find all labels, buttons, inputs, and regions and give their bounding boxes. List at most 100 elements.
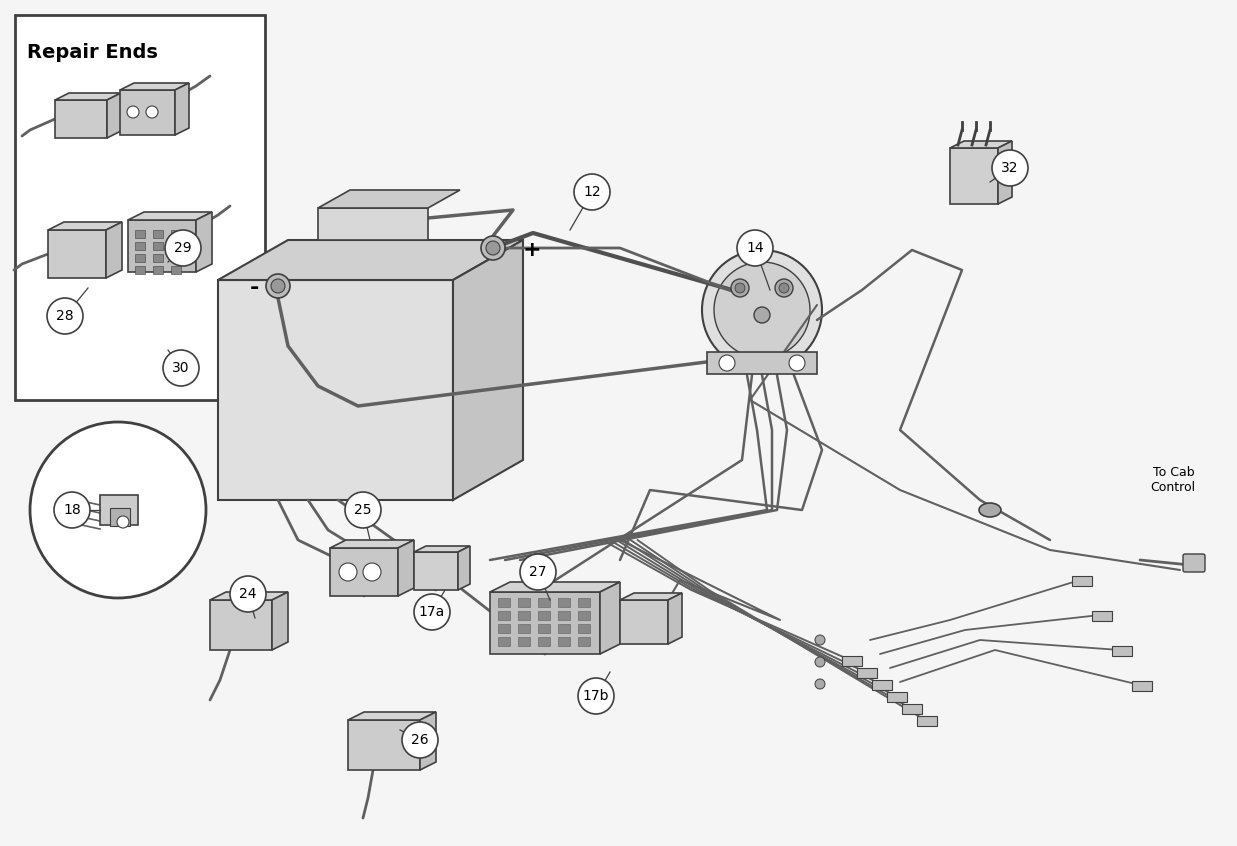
Polygon shape [54, 93, 121, 100]
Polygon shape [398, 540, 414, 596]
Circle shape [271, 279, 285, 293]
FancyBboxPatch shape [1183, 554, 1205, 572]
FancyBboxPatch shape [318, 208, 428, 240]
FancyBboxPatch shape [48, 230, 106, 278]
Circle shape [731, 279, 748, 297]
FancyBboxPatch shape [135, 230, 145, 238]
Circle shape [54, 492, 90, 528]
FancyBboxPatch shape [1132, 681, 1152, 691]
Circle shape [714, 262, 810, 358]
Polygon shape [950, 141, 1012, 148]
Text: Repair Ends: Repair Ends [27, 43, 158, 62]
Text: 26: 26 [411, 733, 429, 747]
Text: 29: 29 [174, 241, 192, 255]
FancyBboxPatch shape [499, 624, 510, 633]
Polygon shape [218, 240, 523, 280]
FancyBboxPatch shape [558, 598, 570, 607]
Circle shape [578, 678, 614, 714]
Text: 28: 28 [56, 309, 74, 323]
Circle shape [815, 657, 825, 667]
Circle shape [127, 106, 139, 118]
Circle shape [789, 355, 805, 371]
FancyBboxPatch shape [135, 254, 145, 262]
Circle shape [737, 230, 773, 266]
Polygon shape [120, 83, 189, 90]
Circle shape [30, 422, 207, 598]
FancyBboxPatch shape [538, 598, 550, 607]
Polygon shape [490, 582, 620, 592]
FancyBboxPatch shape [499, 598, 510, 607]
FancyBboxPatch shape [917, 716, 936, 726]
FancyBboxPatch shape [54, 100, 106, 138]
FancyBboxPatch shape [218, 280, 453, 500]
Circle shape [574, 174, 610, 210]
Polygon shape [272, 592, 288, 650]
Polygon shape [421, 712, 435, 770]
Polygon shape [414, 546, 470, 552]
Polygon shape [210, 592, 288, 600]
FancyBboxPatch shape [100, 495, 139, 525]
FancyBboxPatch shape [558, 624, 570, 633]
FancyBboxPatch shape [15, 15, 265, 400]
FancyBboxPatch shape [490, 592, 600, 654]
Polygon shape [127, 212, 212, 220]
FancyBboxPatch shape [210, 600, 272, 650]
Circle shape [118, 516, 129, 528]
Circle shape [735, 283, 745, 293]
Polygon shape [174, 83, 189, 135]
Text: 18: 18 [63, 503, 80, 517]
FancyBboxPatch shape [127, 220, 195, 272]
FancyBboxPatch shape [171, 242, 181, 250]
Polygon shape [48, 222, 122, 230]
FancyBboxPatch shape [1112, 646, 1132, 656]
Polygon shape [453, 240, 523, 500]
FancyBboxPatch shape [153, 266, 163, 274]
Circle shape [776, 279, 793, 297]
Text: +: + [523, 240, 542, 260]
Polygon shape [620, 593, 682, 600]
Circle shape [230, 576, 266, 612]
Polygon shape [458, 546, 470, 590]
Circle shape [815, 635, 825, 645]
Text: 17b: 17b [583, 689, 610, 703]
FancyBboxPatch shape [1072, 576, 1092, 586]
Circle shape [402, 722, 438, 758]
FancyBboxPatch shape [708, 352, 816, 374]
Circle shape [992, 150, 1028, 186]
FancyBboxPatch shape [153, 242, 163, 250]
FancyBboxPatch shape [578, 598, 590, 607]
FancyBboxPatch shape [153, 230, 163, 238]
Text: 32: 32 [1001, 161, 1019, 175]
Polygon shape [318, 190, 460, 208]
FancyBboxPatch shape [558, 611, 570, 620]
Polygon shape [668, 593, 682, 644]
FancyBboxPatch shape [499, 637, 510, 646]
FancyBboxPatch shape [558, 637, 570, 646]
Polygon shape [998, 141, 1012, 204]
Text: 25: 25 [354, 503, 372, 517]
FancyBboxPatch shape [857, 668, 877, 678]
FancyBboxPatch shape [120, 90, 174, 135]
FancyBboxPatch shape [171, 254, 181, 262]
Polygon shape [600, 582, 620, 654]
FancyBboxPatch shape [518, 624, 529, 633]
FancyBboxPatch shape [135, 266, 145, 274]
FancyBboxPatch shape [330, 548, 398, 596]
FancyBboxPatch shape [518, 611, 529, 620]
Circle shape [47, 298, 83, 334]
Circle shape [815, 679, 825, 689]
Circle shape [362, 563, 381, 581]
FancyBboxPatch shape [518, 598, 529, 607]
Circle shape [486, 241, 500, 255]
FancyBboxPatch shape [950, 148, 998, 204]
Circle shape [163, 350, 199, 386]
FancyBboxPatch shape [135, 242, 145, 250]
Polygon shape [330, 540, 414, 548]
FancyBboxPatch shape [538, 637, 550, 646]
FancyBboxPatch shape [578, 637, 590, 646]
Polygon shape [348, 712, 435, 720]
FancyBboxPatch shape [578, 611, 590, 620]
Circle shape [414, 594, 450, 630]
FancyBboxPatch shape [887, 692, 907, 702]
Circle shape [146, 106, 158, 118]
